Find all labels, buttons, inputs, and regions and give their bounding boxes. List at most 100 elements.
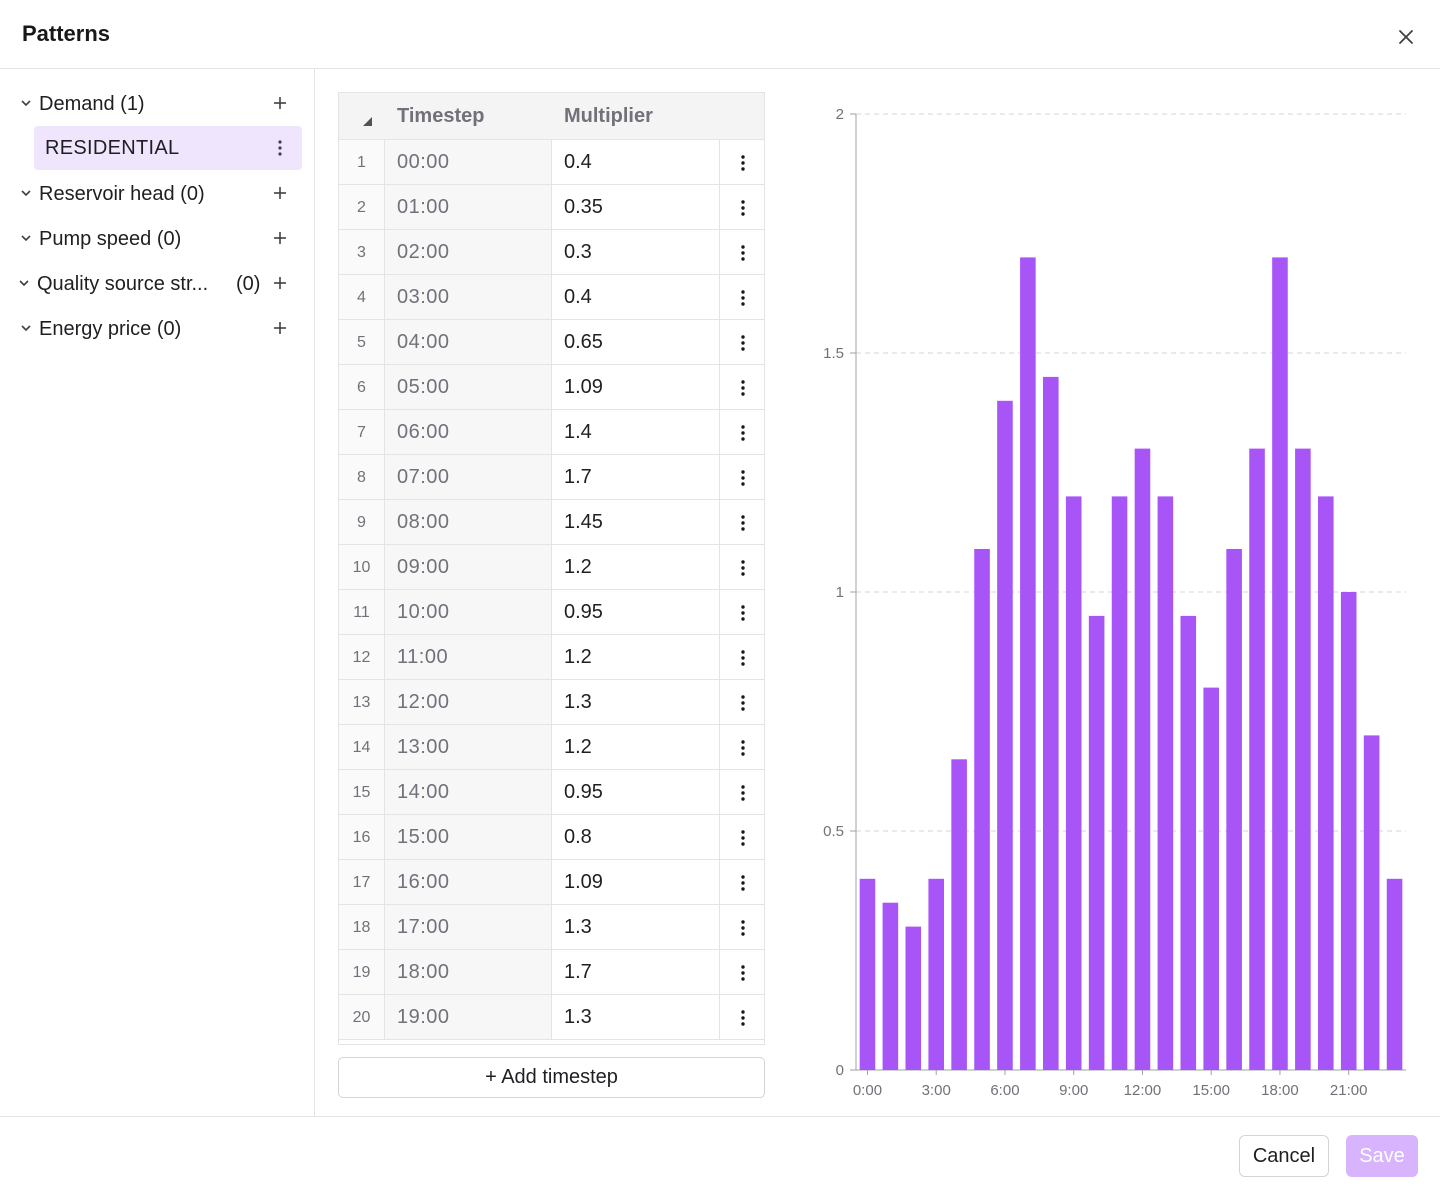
- row-actions-button[interactable]: [720, 365, 764, 410]
- multiplier-cell[interactable]: 0.35: [552, 185, 720, 230]
- table-row: 16 15:00 0.8: [339, 815, 764, 860]
- bar: [1386, 878, 1403, 1070]
- timestep-cell: 07:00: [385, 455, 552, 500]
- multiplier-cell[interactable]: 1.2: [552, 635, 720, 680]
- table-row: 9 08:00 1.45: [339, 500, 764, 545]
- add-quality-source-pattern-icon[interactable]: [270, 273, 290, 293]
- row-index: 3: [339, 230, 385, 275]
- add-timestep-button[interactable]: + Add timestep: [338, 1057, 765, 1098]
- multiplier-cell[interactable]: 1.45: [552, 500, 720, 545]
- multiplier-cell[interactable]: 0.3: [552, 230, 720, 275]
- group-pump-speed[interactable]: Pump speed (0): [0, 216, 315, 261]
- multiplier-cell[interactable]: 1.2: [552, 545, 720, 590]
- bar: [1020, 257, 1036, 1070]
- row-actions-button[interactable]: [720, 410, 764, 455]
- group-reservoir-head[interactable]: Reservoir head (0): [0, 171, 315, 216]
- add-energy-price-pattern-icon[interactable]: [270, 318, 290, 338]
- multiplier-cell[interactable]: 1.3: [552, 905, 720, 950]
- multiplier-cell[interactable]: 0.65: [552, 320, 720, 365]
- add-reservoir-head-pattern-icon[interactable]: [270, 183, 290, 203]
- y-tick-label: 1: [836, 584, 844, 601]
- more-vertical-icon[interactable]: [274, 137, 286, 159]
- y-tick-label: 0: [836, 1062, 844, 1079]
- add-demand-pattern-icon[interactable]: [270, 93, 290, 113]
- add-pump-speed-pattern-icon[interactable]: [270, 228, 290, 248]
- row-actions-button[interactable]: [720, 455, 764, 500]
- timestep-cell: 06:00: [385, 410, 552, 455]
- multiplier-cell[interactable]: 1.2: [552, 725, 720, 770]
- row-actions-button[interactable]: [720, 545, 764, 590]
- table-row: 15 14:00 0.95: [339, 770, 764, 815]
- pattern-item-residential[interactable]: RESIDENTIAL: [34, 126, 302, 170]
- row-actions-button[interactable]: [720, 995, 764, 1040]
- row-actions-button[interactable]: [720, 950, 764, 995]
- y-tick-label: 1.5: [823, 345, 844, 362]
- row-actions-button[interactable]: [720, 230, 764, 275]
- x-tick-label: 6:00: [990, 1082, 1019, 1099]
- bar: [1043, 376, 1059, 1070]
- timestep-cell: 14:00: [385, 770, 552, 815]
- multiplier-cell[interactable]: 1.09: [552, 860, 720, 905]
- table-row: 4 03:00 0.4: [339, 275, 764, 320]
- multiplier-cell[interactable]: 0.95: [552, 590, 720, 635]
- x-tick-label: 3:00: [922, 1082, 951, 1099]
- bar: [928, 878, 944, 1070]
- chevron-down-icon: [21, 235, 31, 242]
- group-quality-source[interactable]: Quality source str... (0): [0, 261, 315, 306]
- table-row: 2 01:00 0.35: [339, 185, 764, 230]
- row-index: 15: [339, 770, 385, 815]
- sort-corner-icon[interactable]: [361, 115, 373, 127]
- bar: [1157, 496, 1174, 1070]
- multiplier-cell[interactable]: 1.09: [552, 365, 720, 410]
- x-tick-label: 0:00: [853, 1082, 882, 1099]
- group-demand[interactable]: Demand (1): [0, 81, 315, 126]
- row-actions-button[interactable]: [720, 860, 764, 905]
- row-actions-button[interactable]: [720, 320, 764, 365]
- x-tick-label: 21:00: [1330, 1082, 1368, 1099]
- multiplier-cell[interactable]: 0.95: [552, 770, 720, 815]
- group-label: Reservoir head (0): [39, 183, 205, 205]
- row-actions-button[interactable]: [720, 500, 764, 545]
- row-actions-button[interactable]: [720, 680, 764, 725]
- row-actions-button[interactable]: [720, 140, 764, 185]
- row-actions-button[interactable]: [720, 590, 764, 635]
- row-actions-button[interactable]: [720, 905, 764, 950]
- group-count: (0): [236, 273, 261, 295]
- bar: [1272, 257, 1288, 1070]
- group-energy-price[interactable]: Energy price (0): [0, 306, 315, 351]
- save-button[interactable]: Save: [1346, 1135, 1418, 1177]
- row-index: 5: [339, 320, 385, 365]
- chevron-down-icon: [21, 325, 31, 332]
- multiplier-cell[interactable]: 0.8: [552, 815, 720, 860]
- row-actions-button[interactable]: [720, 275, 764, 320]
- multiplier-cell[interactable]: 1.4: [552, 410, 720, 455]
- row-actions-button[interactable]: [720, 815, 764, 860]
- timestep-cell: 15:00: [385, 815, 552, 860]
- dialog-title: Patterns: [22, 21, 111, 46]
- table-row: 3 02:00 0.3: [339, 230, 764, 275]
- table-row: 19 18:00 1.7: [339, 950, 764, 995]
- multiplier-cell[interactable]: 0.4: [552, 140, 720, 185]
- chevron-down-icon: [19, 280, 29, 287]
- row-actions-button[interactable]: [720, 635, 764, 680]
- dialog-header: Patterns: [0, 0, 1440, 69]
- row-actions-button[interactable]: [720, 725, 764, 770]
- multiplier-cell[interactable]: 1.7: [552, 455, 720, 500]
- multiplier-cell[interactable]: 0.4: [552, 275, 720, 320]
- row-index: 8: [339, 455, 385, 500]
- close-icon: [1399, 30, 1413, 44]
- timestep-cell: 03:00: [385, 275, 552, 320]
- close-button[interactable]: [1392, 23, 1420, 51]
- multiplier-cell[interactable]: 1.3: [552, 995, 720, 1040]
- timestep-cell: 11:00: [385, 635, 552, 680]
- row-index: 6: [339, 365, 385, 410]
- chevron-down-icon: [21, 100, 31, 107]
- row-actions-button[interactable]: [720, 770, 764, 815]
- table-row: 7 06:00 1.4: [339, 410, 764, 455]
- multiplier-cell[interactable]: 1.3: [552, 680, 720, 725]
- cancel-button[interactable]: Cancel: [1239, 1135, 1329, 1177]
- bar: [997, 400, 1013, 1070]
- header-timestep: Timestep: [397, 105, 485, 127]
- row-actions-button[interactable]: [720, 185, 764, 230]
- multiplier-cell[interactable]: 1.7: [552, 950, 720, 995]
